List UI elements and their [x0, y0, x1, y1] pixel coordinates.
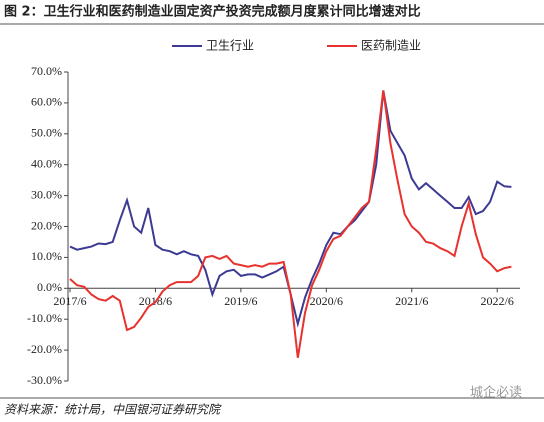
y-tick-label: -30.0% [27, 373, 62, 387]
watermark: 城企必读 [470, 385, 522, 401]
legend-label: 医药制造业 [361, 39, 421, 53]
y-tick-label: 20.0% [31, 218, 62, 232]
x-tick-label: 2019/6 [224, 294, 257, 308]
x-tick-label: 2022/6 [481, 294, 514, 308]
x-tick-label: 2017/6 [53, 294, 86, 308]
y-tick-label: -10.0% [27, 311, 62, 325]
y-tick-label: 60.0% [31, 95, 62, 109]
y-tick-label: 0.0% [37, 280, 62, 294]
series-line [69, 90, 512, 358]
y-tick-label: 50.0% [31, 126, 62, 140]
legend-label: 卫生行业 [206, 39, 254, 53]
x-tick-label: 2020/6 [310, 294, 343, 308]
chart-title: 图 2：卫生行业和医药制造业固定资产投资完成额月度累计同比增速对比 [4, 4, 421, 20]
y-tick-label: 40.0% [31, 156, 62, 170]
y-tick-label: 10.0% [31, 249, 62, 263]
y-tick-label: -20.0% [27, 342, 62, 356]
series-line [69, 90, 512, 328]
source: 资料来源：统计局，中国银河证券研究院 [4, 403, 222, 417]
y-tick-label: 70.0% [31, 64, 62, 78]
y-tick-label: 30.0% [31, 187, 62, 201]
x-tick-label: 2021/6 [395, 294, 428, 308]
